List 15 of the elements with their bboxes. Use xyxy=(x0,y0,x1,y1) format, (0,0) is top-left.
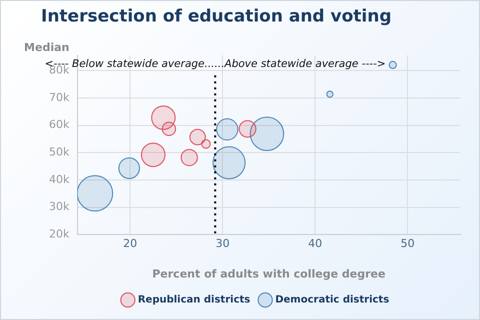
legend-label: Democratic districts xyxy=(275,294,390,306)
legend-label: Republican districts xyxy=(138,294,250,306)
y-tick-label: 50k xyxy=(48,146,70,159)
x-tick-label: 50 xyxy=(400,237,415,250)
x-tick-label: 30 xyxy=(216,237,230,250)
y-tick-label: 20k xyxy=(48,227,70,240)
x-tick-label: 20 xyxy=(123,237,138,250)
y-tick-label: 30k xyxy=(48,200,70,214)
chart-title: Intersection of education and voting xyxy=(41,6,392,27)
x-tick-label: 40 xyxy=(308,237,322,250)
x-axis-title: Percent of adults with college degree xyxy=(152,267,386,280)
y-axis-title: Median xyxy=(24,40,70,54)
y-tick-label: 70k xyxy=(48,90,70,104)
y-tick-label: 40k xyxy=(48,172,70,186)
y-tick-label: 60k xyxy=(48,118,70,132)
